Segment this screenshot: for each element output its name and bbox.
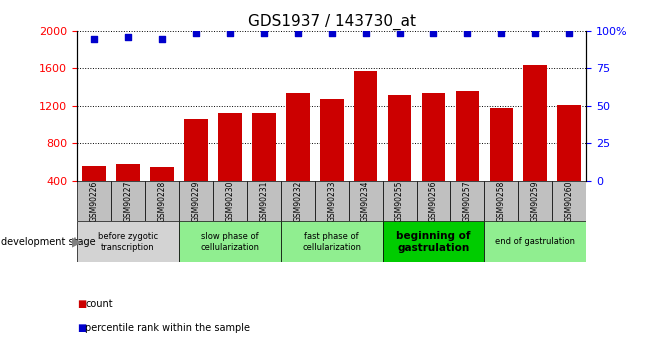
Point [428,30,439,35]
Bar [320,99,344,181]
Bar [490,108,513,181]
Point [360,30,371,35]
FancyBboxPatch shape [213,181,247,221]
FancyBboxPatch shape [484,221,586,262]
Text: before zygotic
transcription: before zygotic transcription [98,232,158,252]
Text: GSM90255: GSM90255 [395,180,404,222]
Text: GSM90234: GSM90234 [361,180,370,222]
FancyBboxPatch shape [145,181,179,221]
Text: GSM90258: GSM90258 [497,180,506,222]
FancyBboxPatch shape [179,221,281,262]
FancyBboxPatch shape [315,181,348,221]
FancyBboxPatch shape [77,221,179,262]
Text: GSM90227: GSM90227 [123,180,133,222]
Text: percentile rank within the sample: percentile rank within the sample [85,323,250,333]
Point [88,36,99,41]
Text: ■: ■ [77,323,86,333]
Point [224,30,235,35]
Bar [456,91,479,181]
FancyBboxPatch shape [111,181,145,221]
Text: end of gastrulation: end of gastrulation [495,237,576,246]
Point [564,30,575,35]
FancyBboxPatch shape [484,181,519,221]
Point [190,30,201,35]
Bar [557,105,581,181]
Text: GSM90226: GSM90226 [90,180,98,222]
FancyBboxPatch shape [247,181,281,221]
FancyBboxPatch shape [552,181,586,221]
FancyBboxPatch shape [519,181,552,221]
Point [259,30,269,35]
Point [123,34,133,40]
Bar [150,167,174,181]
Text: GSM90228: GSM90228 [157,180,166,221]
Text: GSM90230: GSM90230 [225,180,234,222]
Bar [421,93,446,181]
Bar [286,93,310,181]
Text: ▶: ▶ [72,235,81,248]
Point [496,30,507,35]
Text: GSM90229: GSM90229 [192,180,200,222]
Bar [82,166,106,181]
Text: GSM90232: GSM90232 [293,180,302,222]
Text: slow phase of
cellularization: slow phase of cellularization [200,232,259,252]
Bar [523,65,547,181]
Text: GSM90260: GSM90260 [565,180,574,222]
Title: GDS1937 / 143730_at: GDS1937 / 143730_at [248,13,415,30]
FancyBboxPatch shape [348,181,383,221]
Text: beginning of
gastrulation: beginning of gastrulation [396,231,471,253]
Bar [354,71,377,181]
Text: GSM90257: GSM90257 [463,180,472,222]
Point [326,30,337,35]
Text: fast phase of
cellularization: fast phase of cellularization [302,232,361,252]
Bar [184,119,208,181]
FancyBboxPatch shape [450,181,484,221]
FancyBboxPatch shape [383,221,484,262]
Point [292,30,303,35]
FancyBboxPatch shape [281,221,383,262]
Bar [218,113,242,181]
Text: GSM90259: GSM90259 [531,180,540,222]
FancyBboxPatch shape [383,181,417,221]
Point [394,30,405,35]
Text: count: count [85,299,113,308]
FancyBboxPatch shape [77,181,111,221]
FancyBboxPatch shape [281,181,315,221]
Text: ■: ■ [77,299,86,308]
Text: development stage: development stage [1,237,96,247]
Bar [116,164,140,181]
Text: GSM90233: GSM90233 [327,180,336,222]
FancyBboxPatch shape [417,181,450,221]
Bar [388,95,411,181]
Text: GSM90256: GSM90256 [429,180,438,222]
Point [462,30,473,35]
Text: GSM90231: GSM90231 [259,180,268,222]
Bar [252,113,275,181]
Point [157,36,168,41]
FancyBboxPatch shape [179,181,213,221]
Point [530,30,541,35]
